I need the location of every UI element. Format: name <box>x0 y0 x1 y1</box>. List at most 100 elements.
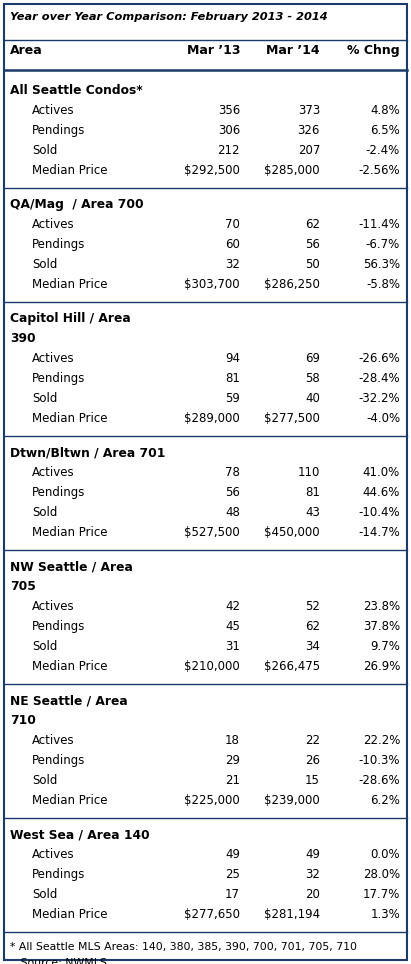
Text: $450,000: $450,000 <box>264 526 320 539</box>
Text: $277,650: $277,650 <box>184 908 240 921</box>
Text: 32: 32 <box>305 868 320 881</box>
Text: 78: 78 <box>225 466 240 479</box>
Text: 6.5%: 6.5% <box>370 124 400 137</box>
Text: $210,000: $210,000 <box>184 660 240 673</box>
Text: 710: 710 <box>10 714 36 727</box>
Text: Year over Year Comparison: February 2013 - 2014: Year over Year Comparison: February 2013… <box>10 12 328 22</box>
Text: 212: 212 <box>217 144 240 157</box>
Text: 58: 58 <box>305 372 320 385</box>
Text: 0.0%: 0.0% <box>370 848 400 861</box>
Text: 306: 306 <box>218 124 240 137</box>
Text: Pendings: Pendings <box>32 754 85 767</box>
Text: 21: 21 <box>225 774 240 787</box>
Text: 390: 390 <box>10 332 36 345</box>
Text: $277,500: $277,500 <box>264 412 320 425</box>
Text: Sold: Sold <box>32 258 58 271</box>
Text: Median Price: Median Price <box>32 526 108 539</box>
Text: 22.2%: 22.2% <box>363 734 400 747</box>
Text: 37.8%: 37.8% <box>363 620 400 633</box>
Text: 373: 373 <box>298 104 320 117</box>
Text: 31: 31 <box>225 640 240 653</box>
Text: West Sea / Area 140: West Sea / Area 140 <box>10 828 150 841</box>
Text: 6.2%: 6.2% <box>370 794 400 807</box>
Text: 25: 25 <box>225 868 240 881</box>
Text: 23.8%: 23.8% <box>363 600 400 613</box>
Text: 40: 40 <box>305 392 320 405</box>
Text: Median Price: Median Price <box>32 412 108 425</box>
Text: % Chng: % Chng <box>347 44 400 57</box>
Text: 34: 34 <box>305 640 320 653</box>
Text: Source: NWMLS: Source: NWMLS <box>10 958 107 964</box>
Text: 26.9%: 26.9% <box>363 660 400 673</box>
Text: Sold: Sold <box>32 888 58 901</box>
Text: -4.0%: -4.0% <box>366 412 400 425</box>
Text: 20: 20 <box>305 888 320 901</box>
Text: 1.3%: 1.3% <box>370 908 400 921</box>
Text: -2.4%: -2.4% <box>366 144 400 157</box>
Text: 110: 110 <box>298 466 320 479</box>
Text: -28.6%: -28.6% <box>358 774 400 787</box>
Text: $225,000: $225,000 <box>184 794 240 807</box>
Text: 22: 22 <box>305 734 320 747</box>
Text: $239,000: $239,000 <box>264 794 320 807</box>
Text: 4.8%: 4.8% <box>370 104 400 117</box>
Text: $266,475: $266,475 <box>264 660 320 673</box>
Text: 15: 15 <box>305 774 320 787</box>
Text: 62: 62 <box>305 620 320 633</box>
Text: 69: 69 <box>305 352 320 365</box>
Text: NE Seattle / Area: NE Seattle / Area <box>10 694 128 707</box>
Text: Pendings: Pendings <box>32 486 85 499</box>
Text: Capitol Hill / Area: Capitol Hill / Area <box>10 312 131 325</box>
Text: QA/Mag  / Area 700: QA/Mag / Area 700 <box>10 198 143 211</box>
Text: 62: 62 <box>305 218 320 231</box>
Text: Median Price: Median Price <box>32 794 108 807</box>
Text: 28.0%: 28.0% <box>363 868 400 881</box>
Text: Mar ’14: Mar ’14 <box>266 44 320 57</box>
Text: -6.7%: -6.7% <box>366 238 400 251</box>
Text: 52: 52 <box>305 600 320 613</box>
Text: 326: 326 <box>298 124 320 137</box>
Text: -11.4%: -11.4% <box>358 218 400 231</box>
Text: Actives: Actives <box>32 466 75 479</box>
Text: Median Price: Median Price <box>32 908 108 921</box>
Text: 207: 207 <box>298 144 320 157</box>
Text: Median Price: Median Price <box>32 164 108 177</box>
Text: Median Price: Median Price <box>32 660 108 673</box>
Text: 60: 60 <box>225 238 240 251</box>
Text: Pendings: Pendings <box>32 238 85 251</box>
Text: * All Seattle MLS Areas: 140, 380, 385, 390, 700, 701, 705, 710: * All Seattle MLS Areas: 140, 380, 385, … <box>10 942 357 952</box>
Text: 26: 26 <box>305 754 320 767</box>
Text: -28.4%: -28.4% <box>358 372 400 385</box>
Text: Pendings: Pendings <box>32 372 85 385</box>
Text: 81: 81 <box>305 486 320 499</box>
Text: 94: 94 <box>225 352 240 365</box>
Text: 49: 49 <box>225 848 240 861</box>
Text: 59: 59 <box>225 392 240 405</box>
Text: $281,194: $281,194 <box>264 908 320 921</box>
Text: NW Seattle / Area: NW Seattle / Area <box>10 560 133 573</box>
Text: $289,000: $289,000 <box>184 412 240 425</box>
Text: 70: 70 <box>225 218 240 231</box>
Text: -10.4%: -10.4% <box>358 506 400 519</box>
Text: 32: 32 <box>225 258 240 271</box>
Text: 45: 45 <box>225 620 240 633</box>
Text: 42: 42 <box>225 600 240 613</box>
Text: -5.8%: -5.8% <box>366 278 400 291</box>
Text: 17: 17 <box>225 888 240 901</box>
Text: -2.56%: -2.56% <box>358 164 400 177</box>
Text: Actives: Actives <box>32 352 75 365</box>
Text: Sold: Sold <box>32 506 58 519</box>
Text: All Seattle Condos*: All Seattle Condos* <box>10 84 143 97</box>
Text: $292,500: $292,500 <box>184 164 240 177</box>
Text: $527,500: $527,500 <box>184 526 240 539</box>
Text: 56.3%: 56.3% <box>363 258 400 271</box>
Text: Actives: Actives <box>32 104 75 117</box>
Text: 705: 705 <box>10 580 36 593</box>
Text: Actives: Actives <box>32 600 75 613</box>
Text: 56: 56 <box>305 238 320 251</box>
Text: 9.7%: 9.7% <box>370 640 400 653</box>
Text: Actives: Actives <box>32 734 75 747</box>
Text: 56: 56 <box>225 486 240 499</box>
Text: 49: 49 <box>305 848 320 861</box>
Text: Area: Area <box>10 44 43 57</box>
